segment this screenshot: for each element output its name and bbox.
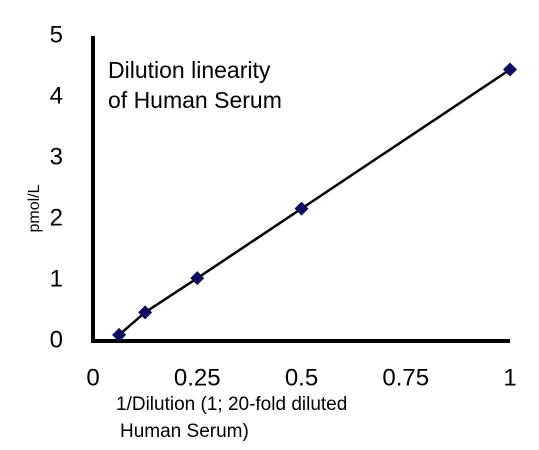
y-axis-label: pmol/L xyxy=(26,184,43,232)
y-tick-label: 0 xyxy=(50,326,63,353)
y-tick-label: 2 xyxy=(50,204,63,231)
data-point xyxy=(294,201,309,216)
x-tick-label: 1 xyxy=(503,364,516,391)
data-point xyxy=(503,62,517,77)
y-tick-label: 5 xyxy=(50,21,63,48)
y-tick-label: 1 xyxy=(50,265,63,292)
x-tick-label: 0.5 xyxy=(285,364,318,391)
y-tick-label: 3 xyxy=(50,143,63,170)
x-tick-label: 0.75 xyxy=(382,364,429,391)
x-tick-label: 0 xyxy=(86,364,99,391)
chart-title: of Human Serum xyxy=(108,87,282,113)
data-point xyxy=(190,271,205,286)
y-tick-label: 4 xyxy=(50,82,63,109)
x-axis-label: 1/Dilution (1; 20-fold diluted xyxy=(116,394,347,415)
data-point xyxy=(138,305,153,320)
chart-title: Dilution linearity xyxy=(108,57,271,83)
data-point xyxy=(112,327,127,342)
x-axis-label: Human Serum) xyxy=(120,421,249,442)
x-tick-label: 0.25 xyxy=(174,364,221,391)
